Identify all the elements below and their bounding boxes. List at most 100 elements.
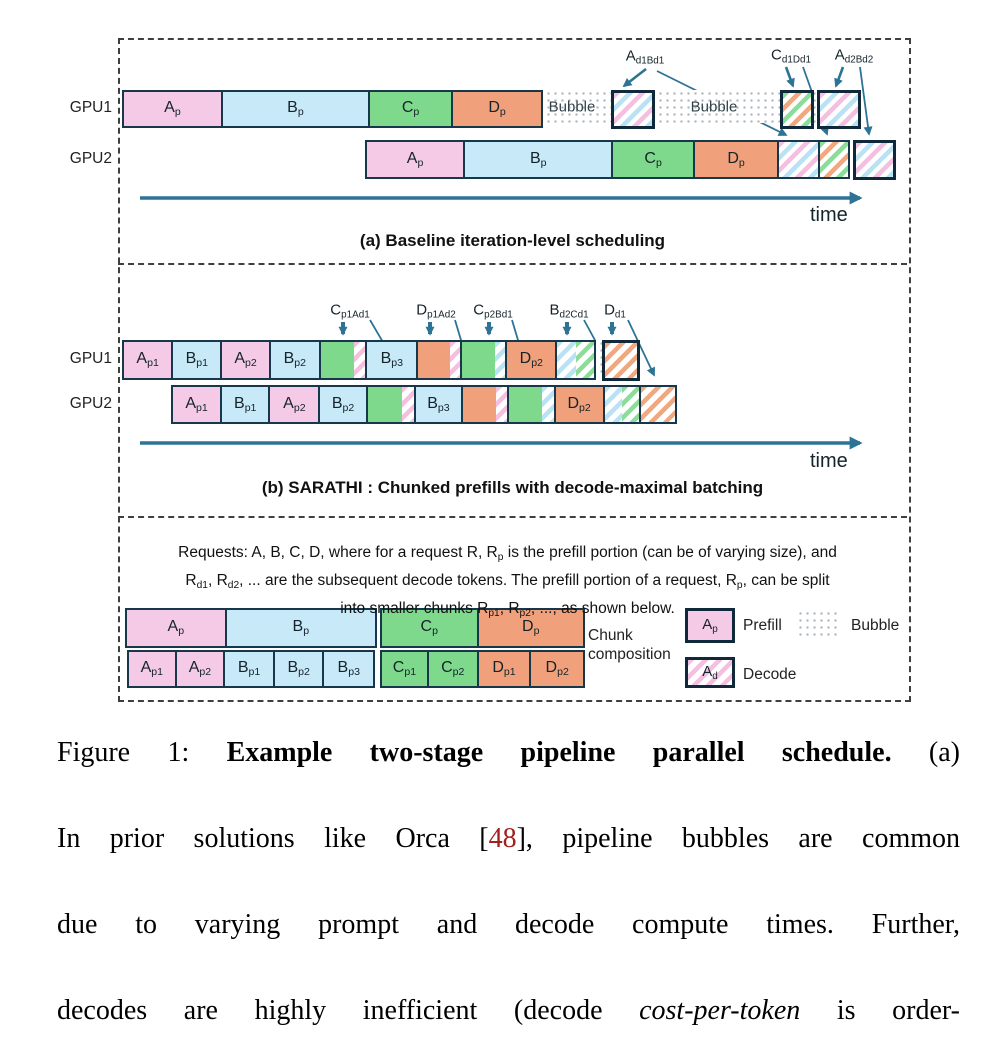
schedule-block xyxy=(555,342,594,378)
schedule-block xyxy=(602,387,640,422)
schedule-block: Bp xyxy=(220,92,369,126)
schedule-block xyxy=(416,342,460,378)
schedule-block xyxy=(605,343,637,378)
schedule-block-label: Dp xyxy=(488,99,506,119)
figure-dashed-border xyxy=(118,38,911,702)
decode-square xyxy=(780,90,814,129)
schedule-block: Dp2 xyxy=(553,387,603,422)
prefill-chunk-part xyxy=(509,387,542,422)
schedule-block-label: Cp xyxy=(420,618,438,638)
schedule-block-label: Cp1 xyxy=(392,659,417,679)
legend-decode-text: Decode xyxy=(743,666,797,683)
schedule-block: Ap2 xyxy=(220,342,269,378)
decode-square xyxy=(817,90,861,129)
schedule-block: Cp2 xyxy=(426,652,477,686)
schedule-block: Ap xyxy=(127,610,225,646)
schedule-bar: Ap Bp Cp Dp xyxy=(365,140,850,179)
piggyback-decode-sliver xyxy=(495,387,508,422)
schedule-block-label: Ap xyxy=(164,99,181,119)
schedule-block xyxy=(614,93,652,126)
requests-note-line2: Rd1, Rd2, ... are the subsequent decode … xyxy=(185,571,830,591)
schedule-bar: Ap1 Ap2 Bp1 Bp2 Bp3 xyxy=(127,650,375,688)
legend-bubble-swatch xyxy=(797,610,841,640)
schedule-block-label: Dp xyxy=(522,618,540,638)
figure-caption: Figure 1: Example two-stage pipeline par… xyxy=(57,731,960,1058)
schedule-block: Bp1 xyxy=(171,342,221,378)
schedule-block-label: Cp2 xyxy=(441,659,465,679)
gpu1-label-a: GPU1 xyxy=(69,99,112,116)
schedule-block: Dp xyxy=(451,92,542,126)
schedule-bar: Cp Dp xyxy=(380,608,585,648)
schedule-bar: Ap Bp Cp Dp xyxy=(122,90,543,128)
split-block-parts xyxy=(557,342,594,378)
caption-text-run: due to varying prompt and decode compute… xyxy=(57,909,960,940)
schedule-block xyxy=(318,342,366,378)
schedule-block: Cp1 xyxy=(382,652,427,686)
legend-prefill-swatch-label: Ap xyxy=(702,616,718,635)
schedule-block-label: Cp xyxy=(644,149,662,169)
time-label-a: time xyxy=(810,204,848,226)
schedule-block: Dp xyxy=(692,142,778,177)
annotation-cd1dd1: Cd1Dd1 xyxy=(771,46,811,66)
schedule-block-label: Bp3 xyxy=(427,394,450,414)
caption-text-run: In prior solutions like Orca [ xyxy=(57,823,489,854)
schedule-block: Dp2 xyxy=(505,342,556,378)
schedule-block xyxy=(817,142,848,177)
decode-square xyxy=(611,90,655,129)
decode-square xyxy=(602,340,640,381)
annotation-dd1: Dd1 xyxy=(604,301,626,321)
annotation-cp2bd1: Cp2Bd1 xyxy=(473,301,513,321)
schedule-block: Bp xyxy=(463,142,612,177)
legend-prefill-text: Prefill xyxy=(743,617,782,634)
schedule-block-label: Ap2 xyxy=(283,394,306,414)
schedule-block-label: Bp2 xyxy=(283,350,306,370)
gpu2-label-a: GPU2 xyxy=(69,150,112,167)
schedule-block: Bp2 xyxy=(268,342,319,378)
prefill-chunk-part xyxy=(463,387,496,422)
schedule-block: Dp1 xyxy=(476,652,530,686)
split-block-parts xyxy=(418,342,460,378)
schedule-block-label: Ap1 xyxy=(136,350,159,370)
piggyback-decode-sliver xyxy=(541,387,554,422)
schedule-block-label: Bp3 xyxy=(380,350,403,370)
panel-separator-b-notes xyxy=(118,516,907,518)
annotation-dp1ad2: Dp1Ad2 xyxy=(416,301,456,321)
schedule-block: Bp2 xyxy=(318,387,366,422)
caption-text-run: decodes are highly inefficient (decode xyxy=(57,995,640,1026)
schedule-block-label: Dp2 xyxy=(545,659,569,679)
schedule-block-label: Bp2 xyxy=(331,394,355,414)
schedule-block xyxy=(777,142,818,177)
schedule-block-label: Ap2 xyxy=(188,659,212,679)
gpu1-label-b: GPU1 xyxy=(69,350,112,367)
schedule-bar: Cp1 Cp2 Dp1 Dp2 xyxy=(380,650,585,688)
schedule-block: Cp xyxy=(382,610,477,646)
schedule-block-label: Ap xyxy=(406,149,424,169)
schedule-block-label: Bp3 xyxy=(337,659,360,679)
prefill-chunk-part xyxy=(461,342,495,378)
schedule-block: Dp2 xyxy=(529,652,583,686)
legend-decode-swatch-label: Ad xyxy=(702,663,718,682)
time-label-b: time xyxy=(810,450,848,472)
annotation-bd2cd1: Bd2Cd1 xyxy=(549,301,589,321)
schedule-block-label: Cp xyxy=(401,99,420,119)
split-block-parts xyxy=(604,387,640,422)
annotation-ad1bd1: Ad1Bd1 xyxy=(625,47,665,67)
piggyback-decode-sliver xyxy=(402,387,414,422)
caption-text-run: (a) xyxy=(891,737,960,768)
schedule-block-label: Dp xyxy=(727,149,745,169)
decode-square xyxy=(853,140,896,180)
figure-caption-line: In prior solutions like Orca [48], pipel… xyxy=(57,817,960,903)
panel-separator-a-b xyxy=(118,263,907,265)
schedule-block-label: Ap2 xyxy=(234,350,257,370)
schedule-block xyxy=(461,387,508,422)
figure-caption-line: decodes are highly inefficient (decode c… xyxy=(57,989,960,1058)
split-block-parts xyxy=(320,342,366,378)
annotation-cp1ad1: Cp1Ad1 xyxy=(330,301,370,321)
schedule-block: Ap1 xyxy=(173,387,221,422)
requests-note-line3: into smaller chunks Rp1, Rp2, ..., as sh… xyxy=(340,599,675,619)
piggyback-decode-sliver xyxy=(604,387,622,422)
schedule-block xyxy=(507,387,554,422)
piggyback-decode-sliver xyxy=(494,342,506,378)
requests-note-line1: Requests: A, B, C, D, where for a reques… xyxy=(178,544,837,563)
caption-text-run: Example two-stage pipeline parallel sche… xyxy=(226,737,892,768)
